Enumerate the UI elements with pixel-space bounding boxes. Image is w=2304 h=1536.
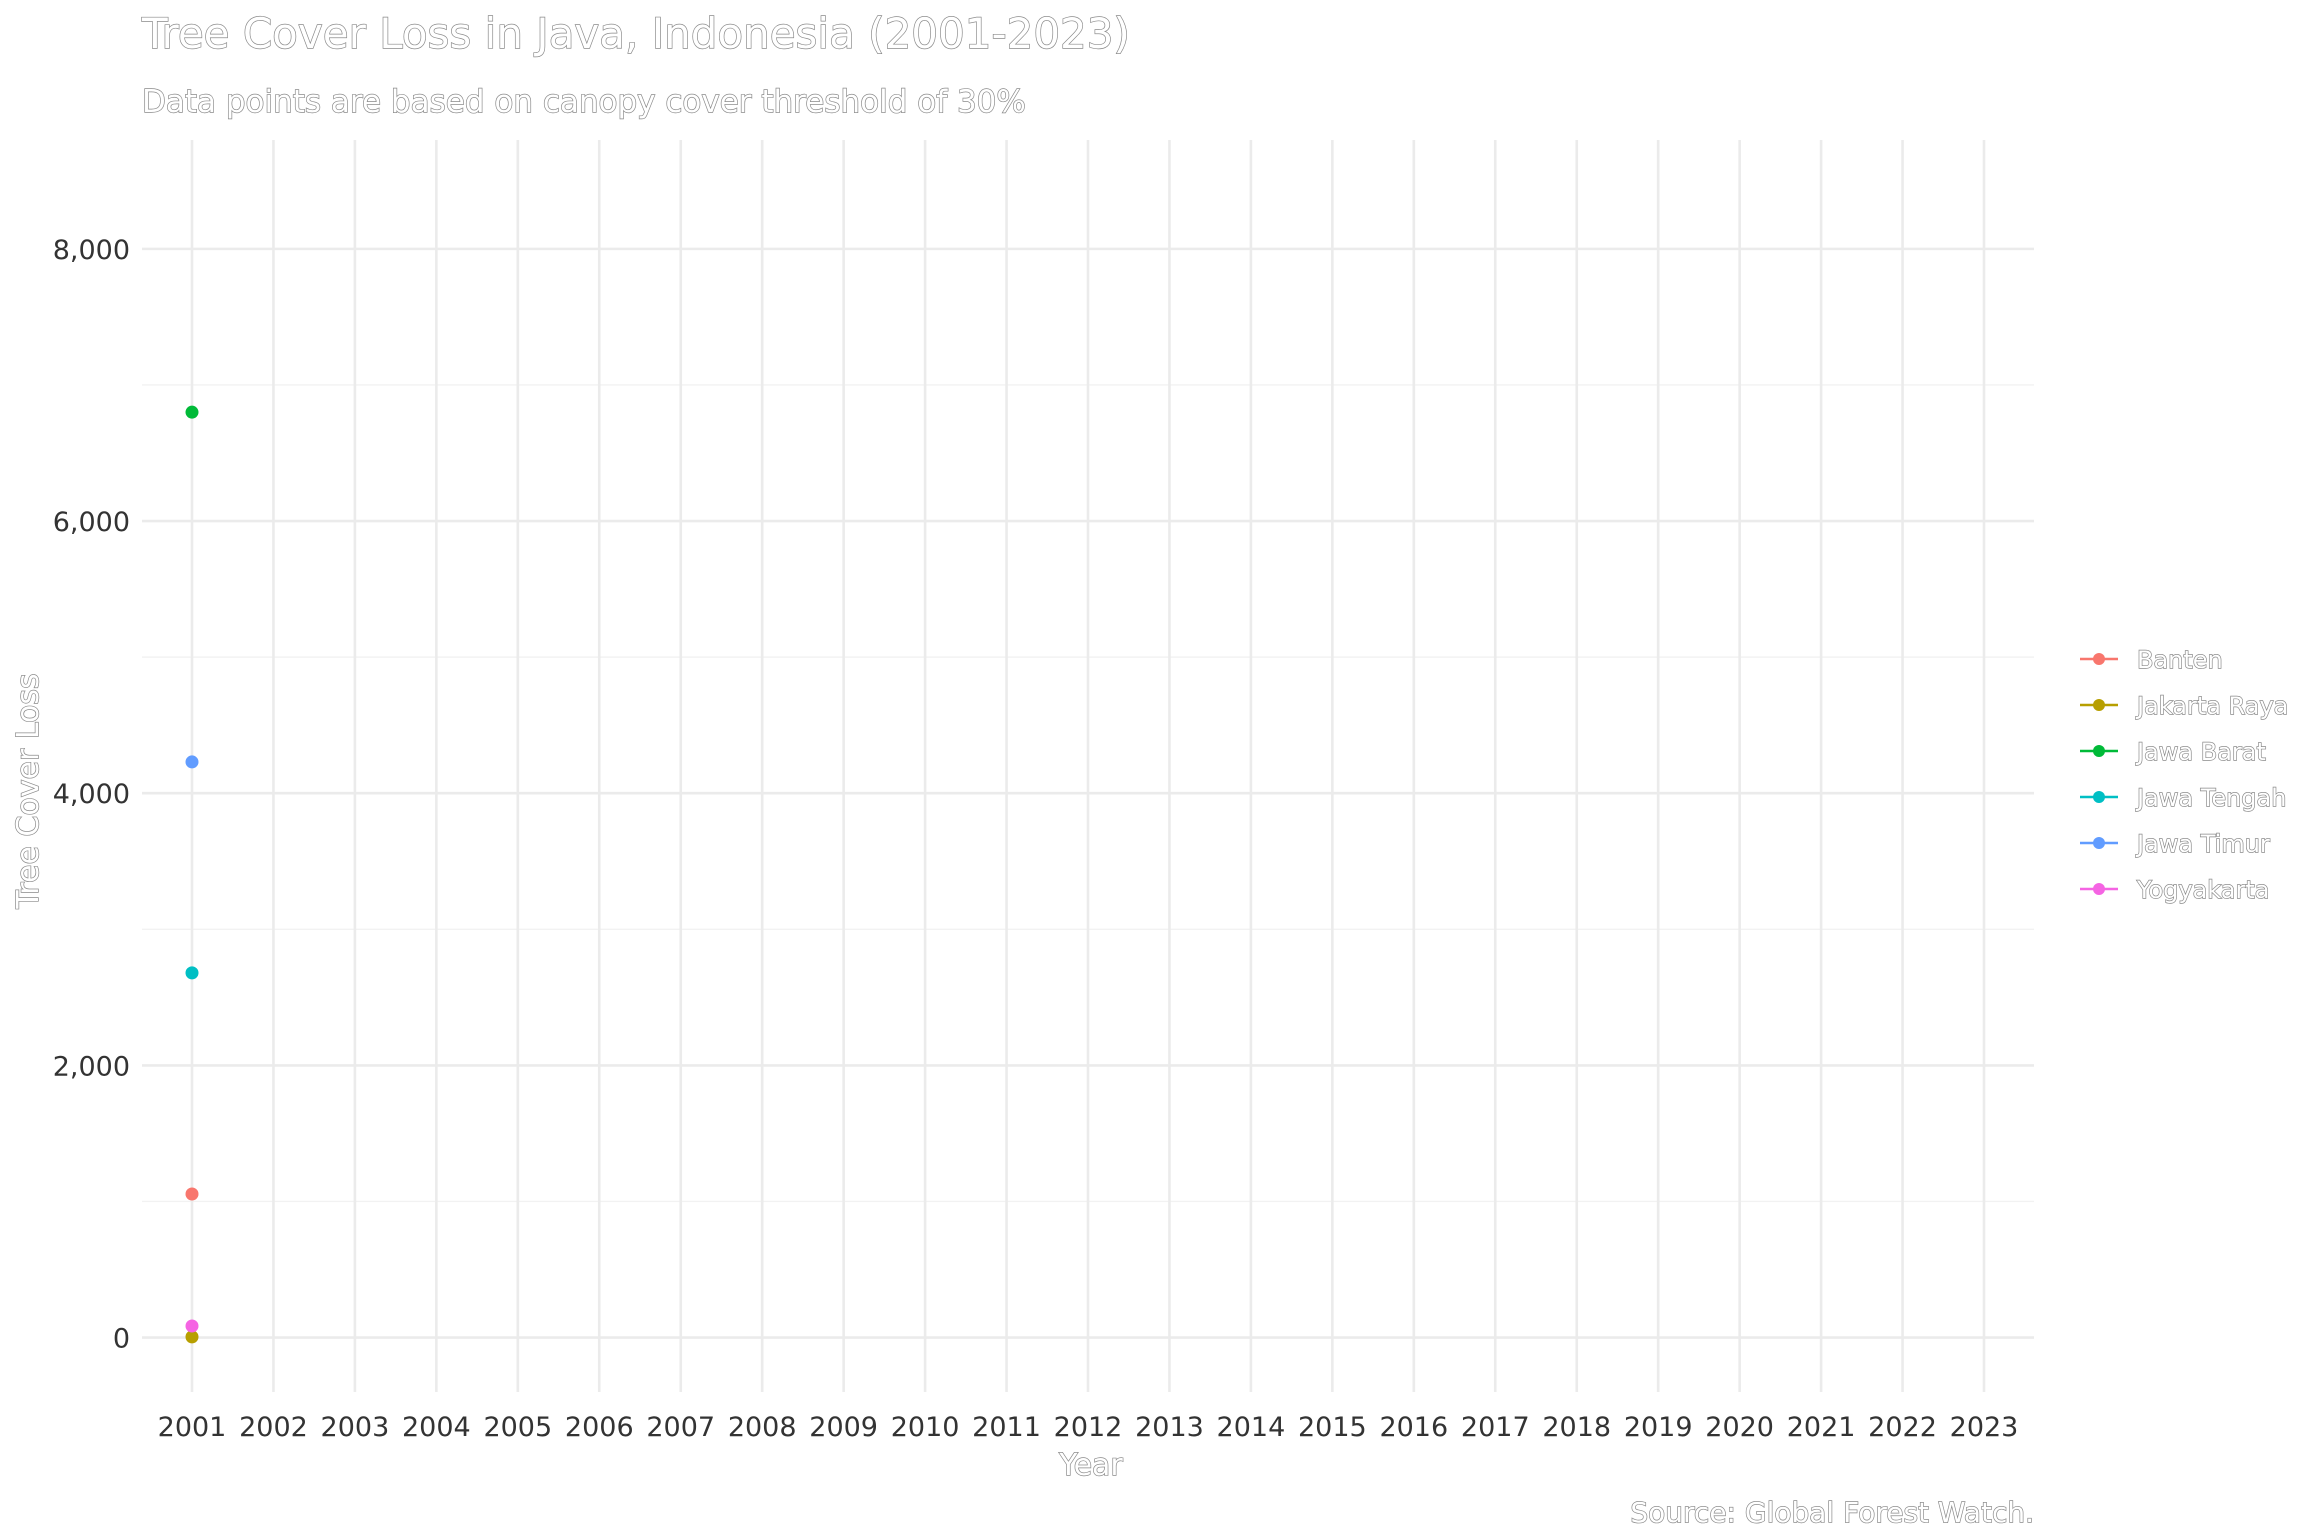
x-tick-label: 2015 bbox=[1298, 1412, 1367, 1443]
x-tick-label: 2012 bbox=[1054, 1412, 1123, 1443]
legend-label: Jawa Timur bbox=[2135, 830, 2270, 858]
legend-label: Jawa Barat bbox=[2135, 738, 2266, 766]
x-tick-label: 2009 bbox=[809, 1412, 878, 1443]
y-tick-label: 8,000 bbox=[53, 235, 130, 266]
x-tick-label: 2018 bbox=[1542, 1412, 1611, 1443]
x-tick-label: 2005 bbox=[483, 1412, 552, 1443]
x-tick-label: 2021 bbox=[1787, 1412, 1856, 1443]
y-tick-label: 4,000 bbox=[53, 779, 130, 810]
x-axis-tick-labels: 2001 2002 2003 2004 2005 2006 2007 2008 2009 2010… bbox=[158, 1412, 2019, 1443]
x-tick-label: 2003 bbox=[321, 1412, 390, 1443]
chart-title: Tree Cover Loss in Java, Indonesia (2001… bbox=[141, 9, 1130, 58]
data-point bbox=[185, 966, 199, 980]
legend-label: Jawa Tengah bbox=[2135, 784, 2286, 812]
x-tick-label: 2019 bbox=[1624, 1412, 1693, 1443]
data-point bbox=[185, 405, 199, 419]
data-point bbox=[185, 1187, 199, 1201]
chart-caption: Source: Global Forest Watch. bbox=[1630, 1496, 2034, 1529]
x-tick-label: 2010 bbox=[891, 1412, 960, 1443]
y-tick-label: 0 bbox=[113, 1324, 130, 1355]
legend: Banten Jakarta Raya Jawa Barat Jawa Tengah J… bbox=[2080, 645, 2289, 905]
y-tick-label: 2,000 bbox=[53, 1051, 130, 1082]
y-tick-label: 6,000 bbox=[53, 507, 130, 538]
x-tick-label: 2013 bbox=[1135, 1412, 1204, 1443]
data-point bbox=[185, 755, 199, 769]
data-points bbox=[185, 405, 199, 1344]
y-axis-tick-labels: 0 2,000 4,000 6,000 8,000 bbox=[53, 235, 130, 1355]
legend-key-point bbox=[2093, 883, 2105, 895]
legend-key-point bbox=[2093, 699, 2105, 711]
data-point bbox=[185, 1330, 199, 1344]
y-axis-title: Tree Cover Loss bbox=[11, 673, 46, 909]
x-tick-label: 2017 bbox=[1461, 1412, 1530, 1443]
legend-key-point bbox=[2093, 791, 2105, 803]
major-gridlines bbox=[142, 140, 2034, 1392]
legend-key-point bbox=[2093, 837, 2105, 849]
legend-key-point bbox=[2093, 745, 2105, 757]
x-tick-label: 2022 bbox=[1868, 1412, 1937, 1443]
x-tick-label: 2002 bbox=[239, 1412, 308, 1443]
x-tick-label: 2016 bbox=[1379, 1412, 1448, 1443]
x-tick-label: 2014 bbox=[1217, 1412, 1286, 1443]
legend-label: Jakarta Raya bbox=[2135, 692, 2288, 720]
chart-subtitle: Data points are based on canopy cover th… bbox=[142, 84, 1026, 120]
legend-label: Yogyakarta bbox=[2136, 876, 2269, 904]
x-tick-label: 2004 bbox=[402, 1412, 471, 1443]
x-tick-label: 2001 bbox=[158, 1412, 227, 1443]
x-axis-title: Year bbox=[1058, 1448, 1123, 1483]
x-tick-label: 2023 bbox=[1950, 1412, 2019, 1443]
x-tick-label: 2020 bbox=[1705, 1412, 1774, 1443]
data-point bbox=[185, 1319, 199, 1333]
legend-label: Banten bbox=[2137, 646, 2223, 674]
x-tick-label: 2011 bbox=[972, 1412, 1041, 1443]
x-tick-label: 2008 bbox=[728, 1412, 797, 1443]
x-tick-label: 2006 bbox=[565, 1412, 634, 1443]
legend-key-point bbox=[2093, 653, 2105, 665]
x-tick-label: 2007 bbox=[646, 1412, 715, 1443]
